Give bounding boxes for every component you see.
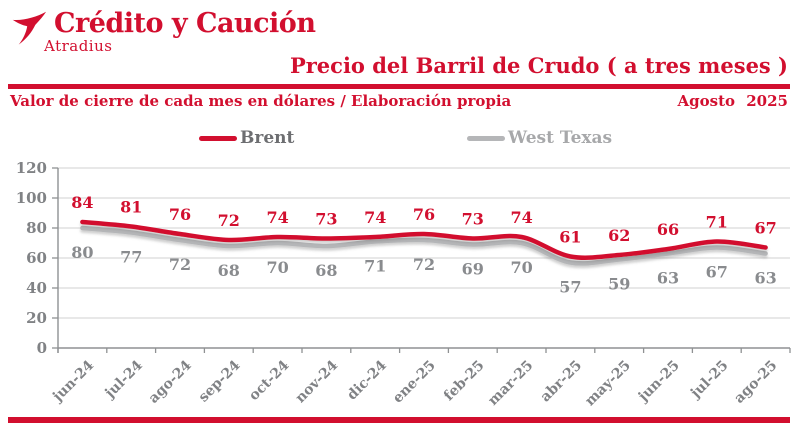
west-texas-point-label: 67 — [706, 263, 728, 282]
west-texas-point-label: 68 — [315, 261, 337, 280]
x-axis-label: oct-24 — [246, 357, 293, 404]
x-axis-label: sep-24 — [196, 357, 244, 405]
brent-point-label: 84 — [71, 193, 93, 212]
x-axis-label: feb-25 — [441, 358, 488, 405]
x-axis-label: ago-25 — [731, 358, 780, 407]
legend-label-brent: Brent — [240, 128, 295, 148]
brent-point-label: 71 — [706, 213, 728, 232]
brand-logo-icon — [12, 11, 47, 45]
legend-label-west-texas: West Texas — [508, 128, 613, 148]
x-axis-label: mar-25 — [485, 358, 536, 409]
brent-line — [80, 219, 768, 260]
x-axis-label: nov-24 — [292, 357, 341, 406]
x-axis-label: jun-25 — [634, 358, 683, 407]
x-axis-label: jul-25 — [686, 358, 731, 403]
brent-point-label: 76 — [413, 205, 435, 224]
west-texas-point-label: 59 — [608, 275, 630, 294]
west-texas-point-label: 77 — [120, 248, 142, 267]
x-axis-label: jun-24 — [49, 357, 98, 406]
x-axis-label: jul-24 — [101, 357, 146, 402]
west-texas-point-label: 69 — [462, 260, 484, 279]
y-axis-label: 120 — [16, 159, 47, 177]
brent-point-label: 74 — [364, 208, 386, 227]
y-axis-label: 0 — [37, 339, 47, 357]
brent-point-label: 73 — [315, 210, 337, 229]
west-texas-point-label: 63 — [754, 269, 776, 288]
brent-point-label: 74 — [266, 208, 288, 227]
x-axis-label: abr-25 — [537, 358, 585, 406]
brand-logo: Crédito y Caución Atradius — [8, 6, 316, 55]
brent-point-label: 62 — [608, 226, 630, 245]
west-texas-point-label: 63 — [657, 269, 679, 288]
west-texas-point-label: 68 — [218, 261, 240, 280]
brand-subbrand-name: Atradius — [44, 37, 113, 55]
brent-point-label: 73 — [462, 210, 484, 229]
west-texas-point-label: 70 — [510, 258, 532, 277]
brent-line-swatch — [199, 135, 237, 141]
x-axis-label: may-25 — [582, 358, 634, 410]
line-chart: 0 20 40 60 80 100 120 jun-24 jul-24 ago-24 sep-24 o… — [16, 159, 791, 410]
west-texas-line — [80, 225, 768, 266]
west-texas-point-label: 57 — [559, 278, 581, 297]
brent-point-label: 72 — [218, 211, 240, 230]
brent-point-label: 61 — [559, 228, 581, 247]
brent-point-label: 74 — [510, 208, 532, 227]
brent-point-label: 76 — [169, 205, 191, 224]
legend-item-west-texas: West Texas — [467, 128, 613, 148]
brand-company-name: Crédito y Caución — [54, 8, 316, 39]
y-axis-label: 60 — [26, 249, 47, 267]
legend-item-brent: Brent — [199, 128, 295, 148]
west-texas-point-label: 72 — [413, 255, 435, 274]
y-axis-label: 40 — [26, 279, 47, 297]
y-axis-label: 100 — [16, 189, 47, 207]
y-axis-label: 80 — [26, 219, 47, 237]
x-axis-label: ene-25 — [390, 358, 439, 407]
brent-point-label: 67 — [754, 219, 776, 238]
brent-point-label: 81 — [120, 198, 142, 217]
chart-subtitle: Valor de cierre de cada mes en dólares /… — [10, 92, 512, 110]
footer-bar — [8, 417, 790, 423]
page-title: Precio del Barril de Crudo ( a tres mese… — [289, 53, 788, 78]
west-texas-line-swatch — [467, 135, 505, 141]
west-texas-point-label: 72 — [169, 255, 191, 274]
x-axis-label: dic-24 — [344, 357, 390, 403]
west-texas-point-label: 70 — [266, 258, 288, 277]
report-date: Agosto 2025 — [677, 92, 788, 110]
x-axis-label: ago-24 — [146, 357, 195, 406]
brent-point-label: 66 — [657, 220, 679, 239]
west-texas-point-label: 80 — [71, 243, 93, 262]
west-texas-point-label: 71 — [364, 257, 386, 276]
y-axis-label: 20 — [26, 309, 47, 327]
header-divider — [8, 84, 790, 89]
